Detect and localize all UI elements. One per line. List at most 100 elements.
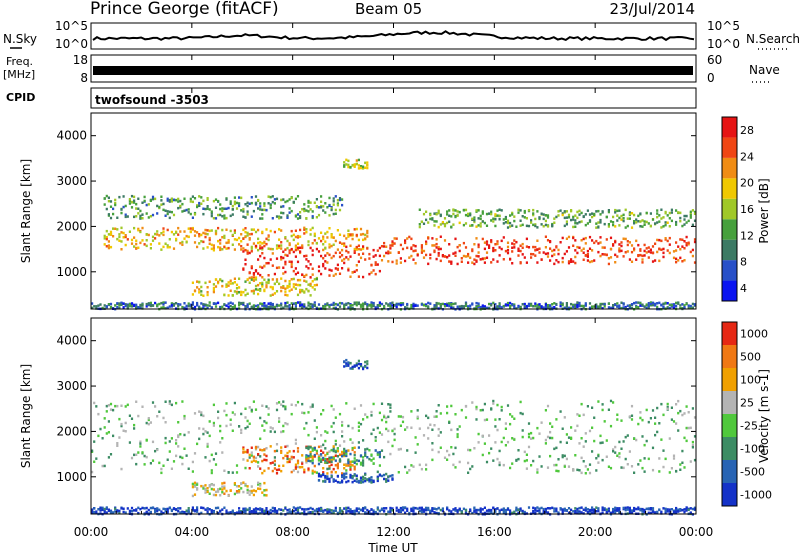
echo-cell — [229, 489, 232, 492]
echo-cell — [322, 467, 325, 470]
echo-cell — [206, 205, 209, 208]
colorbar-tick-label: 25 — [740, 397, 754, 410]
echo-cell — [193, 481, 197, 485]
echo-cell — [477, 224, 480, 227]
power-echo-cells — [91, 158, 697, 311]
echo-cell — [664, 301, 667, 305]
echo-cell — [582, 508, 585, 511]
echo-cell — [391, 240, 394, 243]
echo-cell — [410, 307, 413, 310]
echo-cell — [154, 232, 157, 236]
echo-cell — [229, 282, 232, 285]
echo-cell — [441, 507, 444, 510]
echo-cell — [561, 508, 564, 511]
echo-cell — [244, 203, 247, 206]
echo-cell — [446, 213, 449, 216]
echo-cell — [320, 460, 323, 463]
velocity-colorbar-label: Velocity [m s-1] — [757, 369, 771, 463]
echo-cell — [261, 302, 264, 306]
echo-cell — [593, 212, 596, 216]
echo-cell — [240, 248, 243, 251]
echo-cell — [355, 507, 358, 510]
echo-cell — [672, 454, 676, 457]
echo-cell — [311, 304, 314, 308]
echo-cell — [540, 305, 543, 309]
echo-cell — [280, 403, 283, 406]
echo-cell — [210, 247, 213, 251]
echo-cell — [500, 209, 503, 212]
echo-cell — [446, 449, 449, 453]
echo-cell — [296, 450, 300, 453]
echo-cell — [362, 507, 365, 510]
echo-cell — [555, 469, 558, 473]
echo-cell — [540, 258, 543, 261]
echo-cell — [294, 235, 297, 239]
echo-cell — [677, 510, 680, 513]
echo-cell — [334, 267, 337, 270]
echo-cell — [485, 306, 489, 310]
echo-cell — [181, 210, 184, 213]
echo-cell — [349, 233, 352, 236]
echo-cell — [254, 509, 258, 513]
echo-cell — [672, 457, 676, 460]
echo-cell — [618, 247, 621, 250]
echo-cell — [118, 511, 121, 514]
echo-cell — [641, 258, 644, 261]
echo-cell — [280, 229, 283, 232]
y-tick-label: 1000 — [56, 265, 87, 279]
echo-cell — [343, 507, 346, 510]
echo-cell — [162, 416, 165, 420]
echo-cell — [399, 415, 402, 418]
echo-cell — [177, 200, 180, 203]
echo-cell — [549, 507, 552, 510]
echo-cell — [544, 510, 547, 514]
echo-cell — [374, 510, 377, 514]
echo-cell — [433, 220, 436, 223]
echo-cell — [485, 460, 489, 464]
echo-cell — [357, 244, 360, 247]
echo-cell — [183, 511, 186, 514]
echo-cell — [290, 288, 293, 291]
echo-cell — [275, 257, 279, 260]
echo-cell — [689, 216, 692, 219]
echo-cell — [494, 213, 497, 216]
echo-cell — [311, 461, 314, 465]
echo-cell — [601, 506, 604, 509]
echo-cell — [349, 463, 352, 466]
echo-cell — [238, 196, 241, 199]
echo-cell — [225, 216, 228, 220]
echo-cell — [656, 430, 659, 434]
echo-cell — [544, 303, 547, 306]
x-tick-label: 08:00 — [275, 525, 310, 539]
echo-cell — [294, 508, 297, 512]
echo-cell — [616, 302, 619, 305]
echo-cell — [191, 195, 194, 198]
echo-cell — [95, 305, 98, 308]
echo-cell — [162, 245, 165, 249]
echo-cell — [343, 242, 346, 245]
echo-cell — [359, 166, 363, 170]
echo-cell — [353, 364, 356, 368]
echo-cell — [246, 425, 249, 429]
echo-cell — [114, 227, 117, 230]
echo-cell — [158, 234, 161, 237]
echo-cell — [248, 453, 251, 457]
echo-cell — [328, 274, 331, 277]
echo-cell — [527, 304, 531, 308]
echo-cell — [107, 404, 110, 407]
echo-cell — [523, 305, 526, 308]
echo-cell — [219, 203, 222, 206]
echo-cell — [212, 283, 215, 286]
echo-cell — [597, 221, 600, 224]
echo-cell — [330, 303, 333, 306]
echo-cell — [391, 242, 394, 245]
echo-cell — [431, 442, 434, 445]
echo-cell — [353, 457, 356, 460]
echo-cell — [454, 466, 457, 469]
echo-cell — [263, 420, 266, 423]
echo-cell — [259, 289, 262, 292]
echo-cell — [471, 248, 474, 251]
echo-cell — [420, 467, 423, 471]
echo-cell — [362, 232, 365, 236]
echo-cell — [307, 467, 310, 470]
